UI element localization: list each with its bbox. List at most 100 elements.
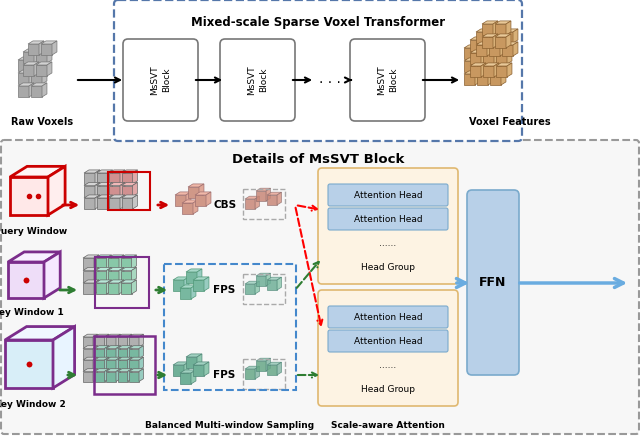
Polygon shape xyxy=(490,45,506,48)
Polygon shape xyxy=(109,185,120,197)
Text: FPS: FPS xyxy=(213,370,235,380)
FancyBboxPatch shape xyxy=(318,290,458,406)
Polygon shape xyxy=(122,173,132,184)
Polygon shape xyxy=(52,41,57,55)
Polygon shape xyxy=(182,200,198,203)
Polygon shape xyxy=(28,44,39,55)
Polygon shape xyxy=(18,60,29,71)
Text: Attention Head: Attention Head xyxy=(354,336,422,346)
Polygon shape xyxy=(175,195,186,206)
Polygon shape xyxy=(186,269,202,272)
Polygon shape xyxy=(95,255,111,258)
Polygon shape xyxy=(129,346,143,348)
Polygon shape xyxy=(470,53,481,64)
FancyBboxPatch shape xyxy=(328,330,448,352)
Polygon shape xyxy=(256,188,271,191)
Polygon shape xyxy=(119,267,124,281)
Polygon shape xyxy=(193,280,204,291)
Text: Raw Voxels: Raw Voxels xyxy=(11,117,73,127)
Polygon shape xyxy=(507,37,512,51)
Polygon shape xyxy=(108,271,119,281)
Polygon shape xyxy=(193,200,198,214)
Polygon shape xyxy=(122,185,132,197)
Polygon shape xyxy=(256,191,266,201)
Polygon shape xyxy=(255,196,259,209)
Text: MsSVT
Block: MsSVT Block xyxy=(247,65,268,95)
Polygon shape xyxy=(470,50,486,53)
Polygon shape xyxy=(502,32,513,43)
Polygon shape xyxy=(36,62,52,65)
Polygon shape xyxy=(109,195,125,198)
Polygon shape xyxy=(83,337,93,347)
Polygon shape xyxy=(36,65,47,76)
Polygon shape xyxy=(95,346,109,348)
Polygon shape xyxy=(83,348,93,358)
Text: Attention Head: Attention Head xyxy=(354,191,422,200)
Polygon shape xyxy=(118,357,132,360)
Polygon shape xyxy=(464,58,480,61)
FancyBboxPatch shape xyxy=(220,39,295,121)
Polygon shape xyxy=(106,334,120,337)
Polygon shape xyxy=(199,184,204,198)
Polygon shape xyxy=(477,71,493,74)
Polygon shape xyxy=(83,360,93,370)
Text: Scale-aware Attention: Scale-aware Attention xyxy=(331,421,445,430)
Bar xyxy=(95,257,149,308)
Polygon shape xyxy=(106,360,116,370)
Polygon shape xyxy=(186,192,191,206)
Text: Head Group: Head Group xyxy=(361,385,415,393)
Polygon shape xyxy=(180,285,196,288)
Polygon shape xyxy=(42,70,47,84)
Polygon shape xyxy=(95,348,104,358)
Text: Balanced Multi-window Sampling: Balanced Multi-window Sampling xyxy=(145,421,315,430)
Polygon shape xyxy=(481,37,486,51)
Polygon shape xyxy=(31,57,47,60)
Polygon shape xyxy=(42,57,47,71)
Text: Mixed-scale Sparse Voxel Transformer: Mixed-scale Sparse Voxel Transformer xyxy=(191,16,445,29)
Polygon shape xyxy=(488,71,493,85)
Polygon shape xyxy=(173,277,189,280)
Polygon shape xyxy=(31,70,47,73)
Polygon shape xyxy=(490,58,506,61)
Polygon shape xyxy=(122,195,138,198)
Polygon shape xyxy=(477,61,488,72)
Polygon shape xyxy=(97,198,108,209)
Polygon shape xyxy=(477,45,493,48)
Polygon shape xyxy=(489,45,500,56)
Polygon shape xyxy=(477,58,493,61)
Polygon shape xyxy=(277,277,282,290)
Polygon shape xyxy=(94,280,99,294)
Polygon shape xyxy=(204,362,209,376)
Polygon shape xyxy=(277,362,282,375)
FancyBboxPatch shape xyxy=(350,39,425,121)
Polygon shape xyxy=(245,196,259,199)
FancyBboxPatch shape xyxy=(467,190,519,375)
Polygon shape xyxy=(31,60,42,71)
Text: Attention Head: Attention Head xyxy=(354,215,422,223)
Polygon shape xyxy=(109,170,125,173)
Polygon shape xyxy=(83,255,99,258)
Text: MsSVT
Block: MsSVT Block xyxy=(377,65,398,95)
Polygon shape xyxy=(139,369,143,382)
Polygon shape xyxy=(495,21,511,24)
Polygon shape xyxy=(83,371,93,382)
Polygon shape xyxy=(482,37,493,48)
Polygon shape xyxy=(116,346,120,358)
Polygon shape xyxy=(267,280,277,290)
Polygon shape xyxy=(129,360,139,370)
Polygon shape xyxy=(83,283,94,294)
Polygon shape xyxy=(488,45,493,59)
Polygon shape xyxy=(47,62,52,76)
Polygon shape xyxy=(464,61,475,72)
Polygon shape xyxy=(84,170,100,173)
Polygon shape xyxy=(95,369,109,371)
Polygon shape xyxy=(186,354,202,357)
Polygon shape xyxy=(266,188,271,201)
Polygon shape xyxy=(18,73,29,84)
Polygon shape xyxy=(173,280,184,291)
Polygon shape xyxy=(122,182,138,185)
Bar xyxy=(243,359,285,389)
Polygon shape xyxy=(496,50,512,53)
Polygon shape xyxy=(120,283,131,294)
Polygon shape xyxy=(18,86,29,97)
